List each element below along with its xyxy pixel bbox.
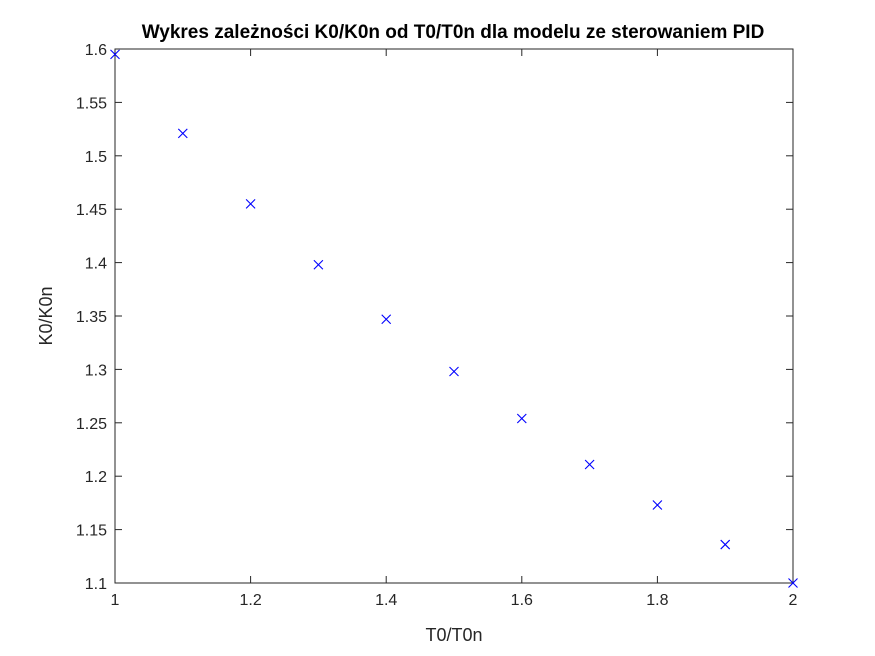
data-point-marker xyxy=(516,413,527,424)
y-tick-label: 1.2 xyxy=(85,469,107,486)
y-tick-label: 1.25 xyxy=(76,416,107,433)
y-tick-label: 1.45 xyxy=(76,202,107,219)
data-point-marker xyxy=(720,539,731,550)
y-tick-label: 1.55 xyxy=(76,95,107,112)
y-tick-label: 1.5 xyxy=(85,149,107,166)
y-tick-label: 1.6 xyxy=(85,42,107,59)
x-tick-label: 1 xyxy=(111,592,120,609)
data-point-marker xyxy=(788,578,798,588)
x-tick-label: 1.8 xyxy=(646,592,668,609)
x-tick-label: 2 xyxy=(789,592,798,609)
plot-area-box xyxy=(114,48,794,584)
y-tick-label: 1.15 xyxy=(76,523,107,540)
x-tick-label: 1.4 xyxy=(375,592,397,609)
x-axis-ticks: 1 1.2 1.4 1.6 1.8 2 xyxy=(111,49,798,609)
data-markers xyxy=(110,49,798,588)
x-axis-label: T0/T0n xyxy=(425,625,482,645)
y-axis-label: K0/K0n xyxy=(36,286,56,345)
x-tick-label: 1.2 xyxy=(239,592,261,609)
chart-title: Wykres zależności K0/K0n od T0/T0n dla m… xyxy=(142,22,765,43)
data-point-marker xyxy=(652,500,663,510)
data-point-marker xyxy=(381,314,392,325)
y-tick-label: 1.1 xyxy=(85,576,107,593)
x-tick-label: 1.6 xyxy=(511,592,533,609)
data-point-marker xyxy=(313,259,324,270)
y-tick-label: 1.3 xyxy=(85,362,107,379)
y-axis-ticks: 1.1 1.15 1.2 1.25 1.3 1.35 1.4 1.45 1.5 1.55 1.6 xyxy=(76,42,793,593)
y-tick-label: 1.4 xyxy=(85,256,107,273)
data-point-marker xyxy=(245,198,256,209)
data-point-marker xyxy=(110,49,120,60)
y-tick-label: 1.35 xyxy=(76,309,107,326)
data-point-marker xyxy=(177,128,188,139)
data-point-marker xyxy=(584,459,595,470)
data-point-marker xyxy=(449,366,459,377)
